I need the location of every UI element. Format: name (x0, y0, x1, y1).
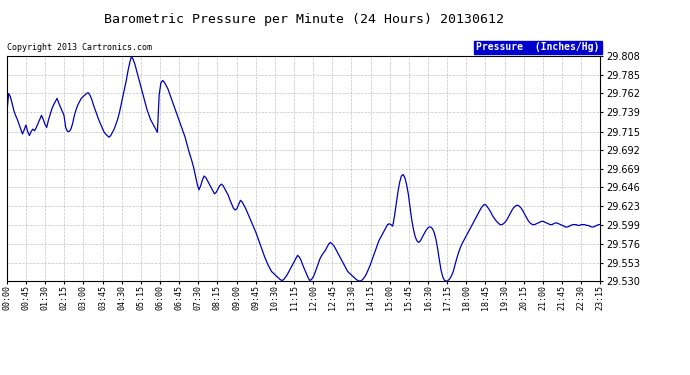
Text: Pressure  (Inches/Hg): Pressure (Inches/Hg) (476, 42, 600, 52)
Text: Copyright 2013 Cartronics.com: Copyright 2013 Cartronics.com (7, 44, 152, 52)
Text: Barometric Pressure per Minute (24 Hours) 20130612: Barometric Pressure per Minute (24 Hours… (104, 13, 504, 26)
